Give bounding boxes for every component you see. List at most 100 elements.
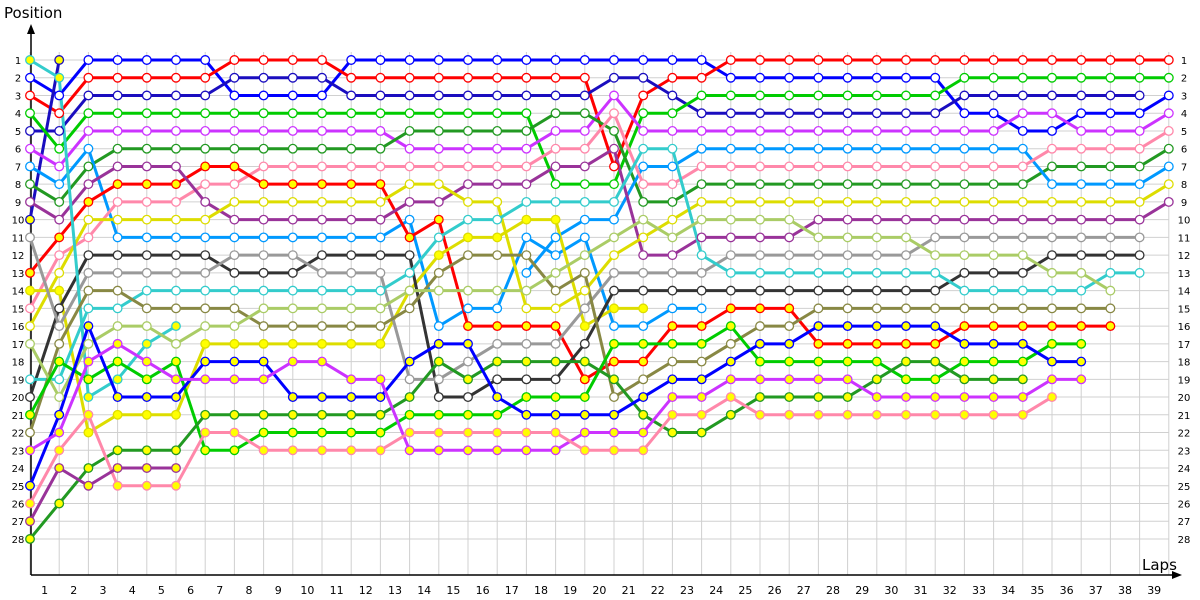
series-18-point <box>229 285 240 296</box>
series-24-point <box>404 445 415 456</box>
series-24-point <box>433 445 444 456</box>
series-25-point <box>404 427 415 438</box>
series-25-point <box>930 409 941 420</box>
series-20-point <box>492 285 503 296</box>
series-20-point <box>521 285 532 296</box>
series-14-point <box>25 285 35 296</box>
series-10-point <box>112 196 123 207</box>
series-9-point <box>871 143 882 154</box>
series-13-point <box>550 303 561 314</box>
x-tick-label: 8 <box>246 584 253 597</box>
series-6-point <box>1134 126 1145 136</box>
series-24-point <box>784 374 795 385</box>
y-tick-label-right: 8 <box>1181 180 1187 191</box>
series-22-point <box>229 409 240 420</box>
series-12-point <box>141 161 152 172</box>
series-25-point <box>54 445 65 456</box>
x-tick-label: 25 <box>738 584 752 597</box>
series-2-point <box>258 55 269 65</box>
series-21-point <box>287 427 298 438</box>
series-15-point <box>667 285 678 296</box>
y-tick-label-left: 25 <box>12 482 25 493</box>
y-tick-label-right: 13 <box>1178 269 1191 280</box>
series-15-point <box>842 285 853 296</box>
series-11-point <box>83 196 94 207</box>
series-26-point <box>171 463 181 473</box>
series-8-point <box>696 303 707 314</box>
series-3-point <box>1105 90 1116 101</box>
series-22-point <box>54 498 65 509</box>
series-6-point <box>141 126 152 136</box>
series-1-point <box>1076 108 1087 119</box>
series-11-point <box>609 356 619 367</box>
series-24-point <box>258 374 269 385</box>
series-15-point <box>521 374 532 385</box>
y-tick-label-right: 9 <box>1181 198 1187 209</box>
series-18-point <box>579 196 590 207</box>
series-19-point <box>959 303 970 314</box>
series-23-point <box>317 392 327 403</box>
series-5-point <box>1163 72 1174 83</box>
y-axis-arrow <box>27 24 35 34</box>
series-6-point <box>696 126 707 136</box>
series-20-point <box>287 303 298 314</box>
series-13-point <box>346 196 357 207</box>
series-20-point <box>842 232 853 243</box>
series-3-point <box>54 126 65 136</box>
series-2-point <box>229 55 240 65</box>
series-6-point <box>842 126 853 136</box>
x-tick-label: 7 <box>216 584 223 597</box>
series-3-point <box>317 72 327 83</box>
series-13-point <box>579 285 590 296</box>
series-23-point <box>930 321 941 332</box>
x-tick-label: 31 <box>914 584 928 597</box>
y-tick-label-left: 9 <box>15 198 21 209</box>
series-6-point <box>317 126 327 136</box>
series-9-point <box>638 161 649 172</box>
series-18-point <box>346 285 357 296</box>
series-16-point <box>871 250 882 261</box>
series-16-point <box>1105 232 1116 243</box>
series-23-point <box>433 338 444 349</box>
series-16-point <box>813 250 824 261</box>
series-22-point <box>638 409 649 420</box>
series-7-point <box>25 179 35 190</box>
series-7-point <box>959 179 970 190</box>
series-25-point <box>229 427 240 438</box>
x-tick-label: 38 <box>1118 584 1132 597</box>
series-3-point <box>988 90 999 101</box>
series-7-point <box>463 126 473 136</box>
series-11-point <box>638 356 649 367</box>
series-13-point <box>1105 196 1116 207</box>
series-3-point <box>1047 90 1057 101</box>
series-9-point <box>988 143 999 154</box>
series-22-point <box>375 409 386 420</box>
x-tick-label: 5 <box>158 584 165 597</box>
series-11-point <box>755 303 765 314</box>
series-16-point <box>1047 232 1057 243</box>
series-6-point <box>1076 126 1087 136</box>
series-19-point <box>609 392 619 403</box>
series-18-point <box>959 285 970 296</box>
series-25-point <box>755 409 765 420</box>
series-10-point <box>83 232 94 243</box>
series-13-point <box>609 250 619 261</box>
series-3-point <box>112 90 123 101</box>
series-19-point <box>54 338 65 349</box>
x-tick-label: 22 <box>651 584 665 597</box>
series-16-point <box>1076 232 1087 243</box>
series-24-point <box>842 374 853 385</box>
series-22-point <box>141 445 152 456</box>
series-14-point <box>579 321 590 332</box>
series-23-point <box>725 356 736 367</box>
y-tick-label-right: 18 <box>1178 358 1191 369</box>
series-16-point <box>346 267 357 278</box>
series-18-point <box>1076 285 1087 296</box>
series-14-point <box>317 338 327 349</box>
series-23-point <box>375 392 386 403</box>
series-25-point <box>375 445 386 456</box>
y-tick-label-left: 6 <box>15 145 21 156</box>
series-14-point <box>54 285 65 296</box>
series-1-point <box>784 72 795 83</box>
series-11-point <box>1105 321 1116 332</box>
